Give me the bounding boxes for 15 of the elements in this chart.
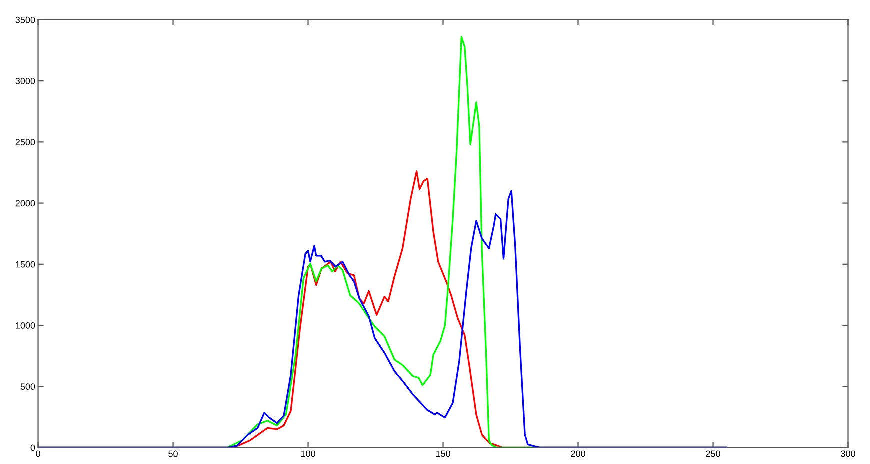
y-tick-label: 2500	[16, 139, 36, 146]
y-tick-label: 0	[30, 444, 36, 452]
y-tick-label: 1500	[16, 261, 36, 268]
x-tick-label: 100	[301, 450, 316, 458]
x-tick-label: 300	[841, 450, 856, 458]
x-tick-label: 150	[436, 450, 450, 458]
y-tick-label: 1000	[16, 322, 36, 329]
y-tick-label: 500	[20, 384, 36, 390]
y-tick-label: 3000	[16, 78, 36, 84]
x-tick-label: 50	[168, 450, 178, 458]
x-tick-label: 200	[571, 450, 586, 458]
y-tick-label: 2000	[16, 200, 36, 207]
x-tick-label: 0	[36, 450, 40, 458]
x-tick-label: 250	[706, 450, 720, 458]
y-tick-label: 3500	[16, 16, 36, 24]
